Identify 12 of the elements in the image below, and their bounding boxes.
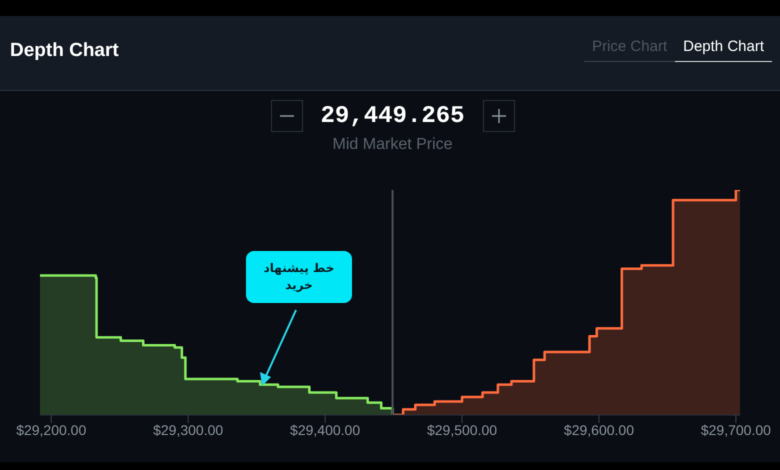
x-tick-label: $29,400.00 (290, 422, 360, 438)
x-tick-label: $29,200.00 (16, 422, 86, 438)
x-tick-label: $29,500.00 (426, 422, 498, 438)
text: Price Chart (584, 38, 676, 62)
text: Depth Chart (675, 38, 772, 62)
x-tick-label: $29,300.00 (153, 422, 224, 438)
chart-subtitle: 29,449.265 (320, 102, 465, 130)
chart-title: Depth Chart (10, 40, 119, 62)
annotation: خط پیشنهاد خرید (246, 251, 352, 303)
x-tick-label: $29,700.00 (700, 422, 772, 438)
x-tick-label: $29,600.00 (564, 422, 634, 438)
ref-line-label: Mid Market Price (332, 136, 454, 154)
